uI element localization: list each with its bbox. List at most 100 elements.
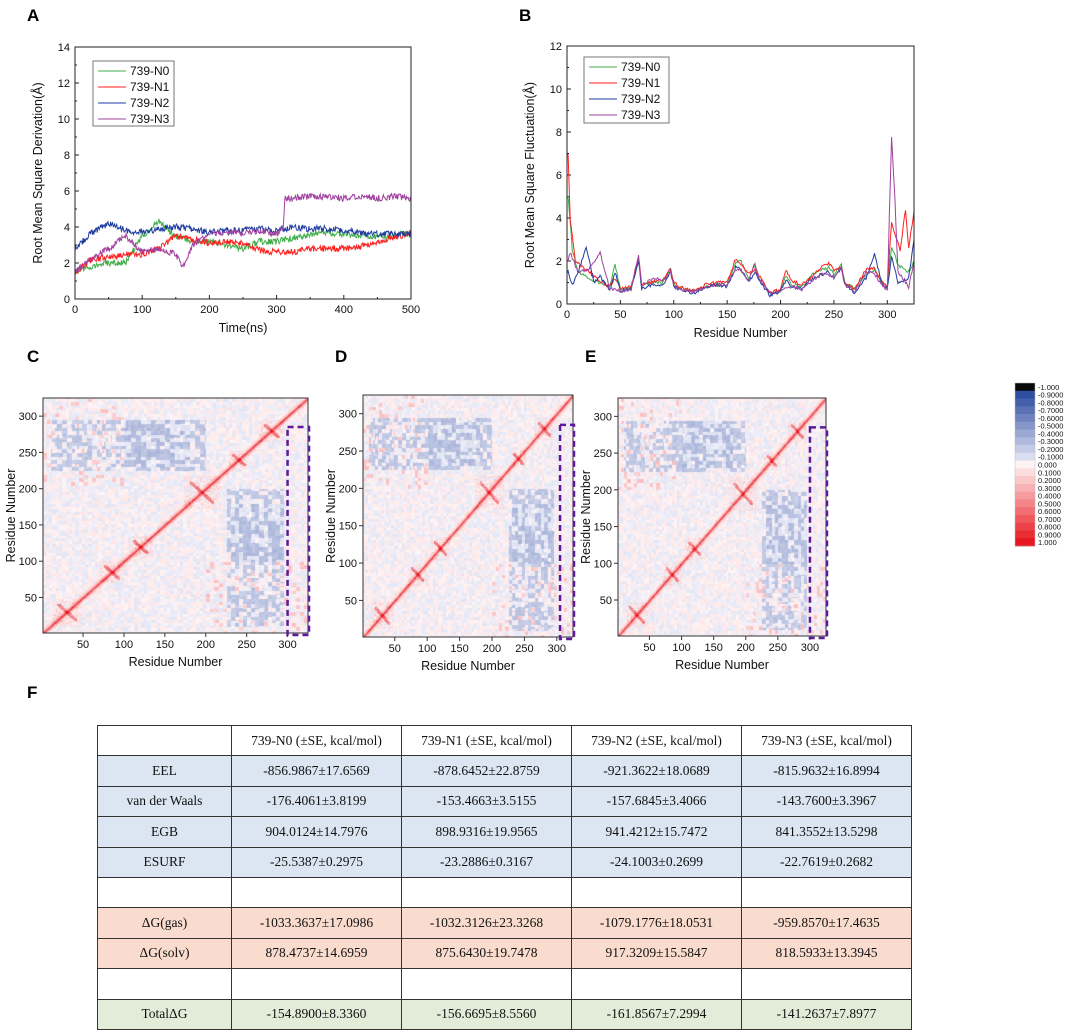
series-line-739-n3 (75, 192, 412, 273)
energy-table: 739-N0 (±SE, kcal/mol) 739-N1 (±SE, kcal/… (97, 724, 912, 1030)
table-cell: -23.2886±0.3167 (401, 846, 572, 878)
legend-label: 739-N1 (130, 80, 170, 94)
table-cell: -161.8567±7.2994 (571, 998, 742, 1030)
colorbar-label: -0.9000 (1038, 391, 1063, 400)
colorbar-label: 0.2000 (1038, 476, 1061, 485)
colorbar-cell (1015, 452, 1035, 462)
table-cell: -921.3622±18.0689 (571, 755, 742, 787)
legend-label: 739-N2 (621, 92, 661, 106)
x-tick-label: 100 (672, 642, 690, 654)
table-row: EEL -856.9867±17.6569 -878.6452±22.8759 -92… (97, 755, 912, 787)
series-line-739-n2 (566, 239, 915, 298)
y-tick-label: 4 (556, 213, 562, 225)
table-cell (401, 876, 572, 909)
y-tick-label: 6 (556, 170, 562, 182)
x-tick-label: 250 (769, 642, 787, 654)
x-tick-label: 50 (389, 643, 401, 655)
colorbar-cell (1015, 483, 1035, 493)
y-tick-label: 300 (594, 411, 612, 423)
x-axis-label: Residue Number (675, 658, 769, 672)
x-tick-label: 200 (197, 639, 215, 651)
x-tick-label: 150 (704, 642, 722, 654)
colorbar-label: -0.5000 (1038, 422, 1063, 431)
y-tick-label: 0 (64, 294, 70, 306)
y-axis-label: Residue Number (579, 470, 593, 564)
colorbar-cell (1015, 383, 1035, 392)
series-line-739-n2 (74, 220, 412, 252)
colorbar-cell (1015, 460, 1035, 469)
colorbar-cell (1015, 445, 1035, 454)
row-label: ESURF (97, 846, 232, 878)
colorbar-label: -0.6000 (1038, 414, 1063, 423)
colorbar-label: -0.3000 (1038, 437, 1063, 446)
colorbar-label: 0.1000 (1038, 468, 1061, 477)
table-cell: -815.9632±16.8994 (741, 755, 912, 787)
colorbar-frame (1014, 382, 1036, 547)
x-tick-label: 150 (450, 643, 468, 655)
table-cell: 904.0124±14.7976 (231, 816, 402, 848)
table-cell: -141.2637±7.8977 (741, 998, 912, 1030)
colorbar-label: -0.2000 (1038, 445, 1063, 454)
y-tick-label: 150 (594, 522, 612, 534)
y-tick-label: 12 (58, 78, 70, 90)
colorbar-cell (1015, 476, 1035, 485)
x-tick-label: 300 (267, 304, 285, 316)
colorbar-label: 1.000 (1038, 538, 1057, 547)
table-cell (571, 876, 742, 909)
y-tick-label: 50 (345, 595, 357, 607)
colorbar-cell (1015, 414, 1035, 423)
colorbar-label: 0.7000 (1038, 515, 1061, 524)
heatmap-frame (42, 397, 309, 634)
x-tick-label: 150 (718, 309, 736, 321)
table-header-row: 739-N0 (±SE, kcal/mol) 739-N1 (±SE, kcal/… (97, 724, 912, 757)
legend-box (583, 56, 670, 124)
x-tick-label: 200 (737, 642, 755, 654)
y-axis-label: Residue Number (324, 469, 338, 563)
colorbar-label: 0.5000 (1038, 499, 1061, 508)
colorbar-cell (1015, 421, 1035, 431)
colorbar-cell (1015, 437, 1035, 446)
y-axis-label: Root Mean Square Derivation(Å) (30, 82, 45, 263)
y-tick-label: 100 (339, 558, 357, 570)
table-cell: -153.4663±3.5155 (401, 785, 572, 818)
heatmap-frame (617, 397, 827, 637)
y-tick-label: 100 (594, 558, 612, 570)
table-cell: -878.6452±22.8759 (401, 755, 572, 787)
table-cell: -856.9867±17.6569 (231, 755, 402, 787)
x-tick-label: 250 (237, 639, 255, 651)
highlight-box (808, 426, 829, 640)
figure-canvas: 0 100 200 300 400 50002468101214Time(ns)Root … (4, 41, 1063, 673)
colorbar-cell (1015, 468, 1035, 477)
table-cell: 739-N2 (±SE, kcal/mol) (571, 724, 742, 757)
x-axis-label: Time(ns) (219, 321, 268, 335)
y-tick-label: 150 (339, 521, 357, 533)
y-tick-label: 50 (25, 592, 37, 604)
x-tick-label: 150 (156, 639, 174, 651)
colorbar-cell (1015, 390, 1035, 400)
panel-label-d: D (335, 347, 348, 366)
x-tick-label: 250 (825, 309, 843, 321)
panel-label-a: A (27, 6, 40, 25)
x-axis-label: Residue Number (421, 659, 515, 673)
table-row (97, 968, 912, 1000)
y-tick-label: 12 (550, 41, 562, 53)
table-cell: -1079.1776±18.0531 (571, 907, 742, 939)
highlight-box (558, 423, 576, 641)
y-axis-label: Root Mean Square Fluctuation(Å) (522, 82, 537, 268)
y-tick-label: 250 (339, 446, 357, 458)
x-tick-label: 50 (643, 642, 655, 654)
colorbar-label: 0.9000 (1038, 530, 1061, 539)
legend-label: 739-N3 (130, 112, 170, 126)
y-tick-label: 200 (594, 485, 612, 497)
x-tick-label: 400 (335, 304, 353, 316)
table-row: van der Waals -176.4061±3.8199 -153.4663±3… (97, 785, 912, 818)
y-tick-label: 10 (550, 84, 562, 96)
table-cell: 818.5933±13.3945 (741, 937, 912, 970)
table-cell: -156.6695±8.5560 (401, 998, 572, 1030)
heatmap-d (363, 395, 573, 637)
table-cell (231, 968, 402, 1000)
y-tick-label: 14 (58, 42, 70, 54)
table-cell: -24.1003±0.2699 (571, 846, 742, 878)
table-cell: -1032.3126±23.3268 (401, 907, 572, 939)
x-axis-label: Residue Number (129, 655, 223, 669)
